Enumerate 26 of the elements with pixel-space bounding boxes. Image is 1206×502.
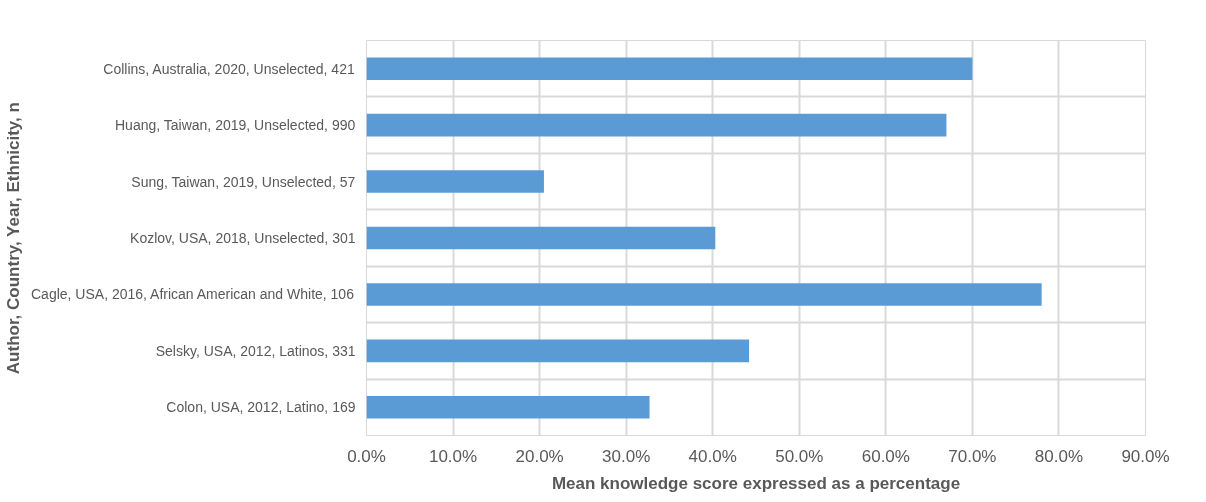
- bar: [366, 283, 1042, 306]
- x-tick-label: 90.0%: [1121, 446, 1170, 466]
- bar: [366, 113, 947, 137]
- x-tick-label: 70.0%: [948, 446, 997, 466]
- x-tick-label: 40.0%: [688, 446, 737, 466]
- y-tick-label: Colon, USA, 2012, Latino, 169: [166, 399, 356, 416]
- x-tick-label: 60.0%: [861, 446, 910, 466]
- x-tick-label: 50.0%: [775, 446, 824, 466]
- y-tick-label: Collins, Australia, 2020, Unselected, 421: [103, 60, 355, 77]
- bar: [366, 396, 650, 419]
- x-axis-title: Mean knowledge score expressed as a percentage: [551, 473, 961, 493]
- y-tick-label: Cagle, USA, 2016, African American and White, 106: [31, 286, 355, 303]
- x-tick-label: 10.0%: [428, 446, 478, 466]
- y-tick-label: Selsky, USA, 2012, Latinos, 331: [155, 342, 356, 359]
- y-tick-label: Kozlov, USA, 2018, Unselected, 301: [130, 230, 356, 246]
- x-tick-label: 80.0%: [1034, 446, 1084, 466]
- y-tick-label: Huang, Taiwan, 2019, Unselected, 990: [115, 117, 356, 134]
- y-axis-title: Author, Country, Year, Ethnicity, n: [4, 102, 23, 375]
- bar: [366, 339, 750, 363]
- bar: [366, 57, 973, 80]
- bar: [366, 226, 716, 250]
- x-tick-label: 30.0%: [602, 446, 651, 466]
- x-tick-label: 0.0%: [347, 446, 386, 466]
- x-tick-label: 20.0%: [515, 446, 564, 466]
- bar: [366, 170, 544, 193]
- y-tick-label: Sung, Taiwan, 2019, Unselected, 57: [131, 173, 356, 190]
